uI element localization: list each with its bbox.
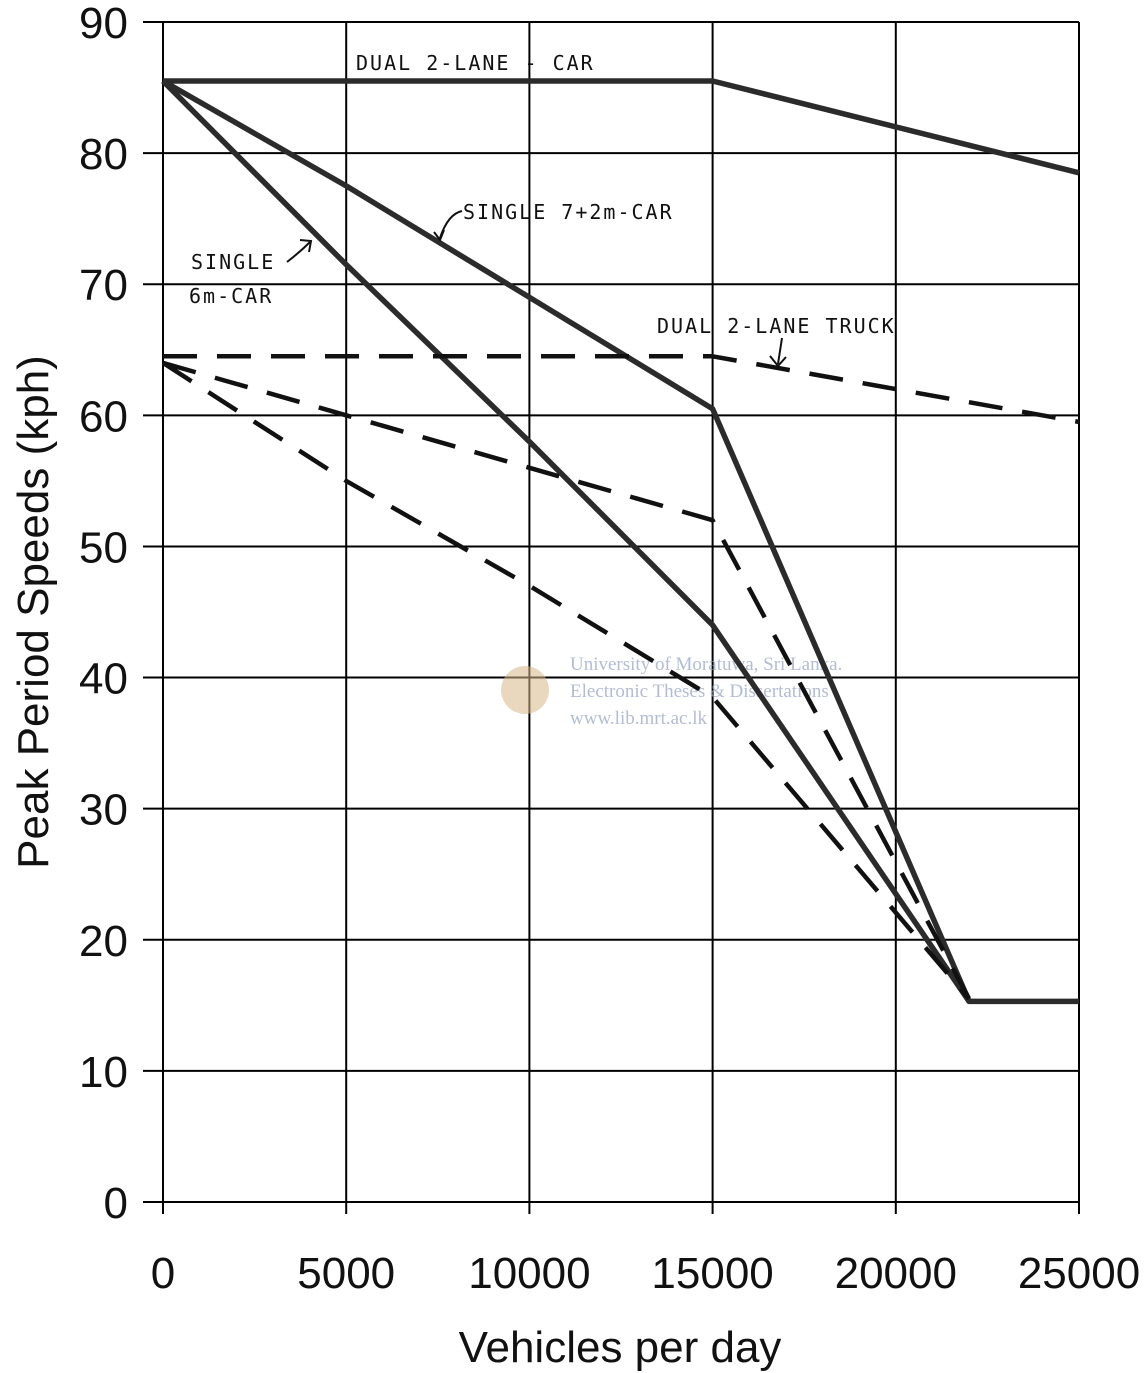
y-tick-label: 70 — [79, 261, 128, 310]
series-group — [161, 78, 1080, 1005]
series-line-5 — [162, 360, 972, 1000]
series-line-4 — [163, 354, 1080, 425]
y-tick-label: 40 — [79, 655, 128, 704]
x-tick-label: 25000 — [1018, 1249, 1140, 1298]
y-tick-label: 80 — [79, 130, 128, 179]
series-line-6 — [161, 361, 971, 1001]
series-line-3 — [161, 79, 972, 1003]
annotation-single-7-2m-car: SINGLE 7+2m-CAR — [463, 200, 674, 224]
annotation-single: SINGLE — [191, 250, 275, 274]
series-line-2 — [161, 78, 1079, 1005]
x-tick-label: 0 — [151, 1249, 175, 1298]
annotation-dual-2-lane-truck: DUAL 2-LANE TRUCK — [657, 314, 896, 338]
watermark-line-2: Electronic Theses & Dissertations — [570, 681, 829, 702]
watermark-line-3: www.lib.mrt.ac.lk — [570, 708, 708, 729]
x-axis-title: Vehicles per day — [459, 1323, 782, 1372]
grid — [143, 21, 1080, 1214]
leader-arrow-single-6m — [286, 241, 311, 263]
x-tick-label: 10000 — [468, 1249, 590, 1298]
watermark-seal-icon — [501, 666, 549, 714]
y-axis-title: Peak Period Speeds (kph) — [9, 355, 58, 869]
series-line-1 — [163, 78, 1080, 176]
y-tick-label: 60 — [79, 392, 128, 441]
annotation-dual-2-lane-car: DUAL 2-LANE - CAR — [356, 51, 595, 75]
leader-arrow-dual-truck — [777, 337, 783, 365]
watermark: University of Moratuwa, Sri Lanka. Elect… — [501, 654, 842, 729]
y-tick-label: 30 — [79, 786, 128, 835]
annotation-6m-car: 6m-CAR — [189, 284, 273, 308]
arrowhead-icon — [433, 229, 445, 243]
arrowhead-icon — [299, 239, 313, 253]
x-tick-label: 20000 — [835, 1249, 957, 1298]
y-tick-label: 50 — [79, 523, 128, 572]
y-tick-label: 0 — [104, 1179, 128, 1228]
x-tick-label: 15000 — [651, 1249, 773, 1298]
x-tick-label: 5000 — [297, 1249, 395, 1298]
y-tick-label: 90 — [79, 0, 128, 48]
y-tick-label: 20 — [79, 917, 128, 966]
arrowhead-icon — [769, 355, 787, 368]
tick-labels: 0 5000 10000 15000 20000 25000 0 10 20 30 40 50 60 70… — [79, 0, 1140, 1298]
y-tick-label: 10 — [79, 1048, 128, 1097]
watermark-line-1: University of Moratuwa, Sri Lanka. — [570, 654, 842, 675]
